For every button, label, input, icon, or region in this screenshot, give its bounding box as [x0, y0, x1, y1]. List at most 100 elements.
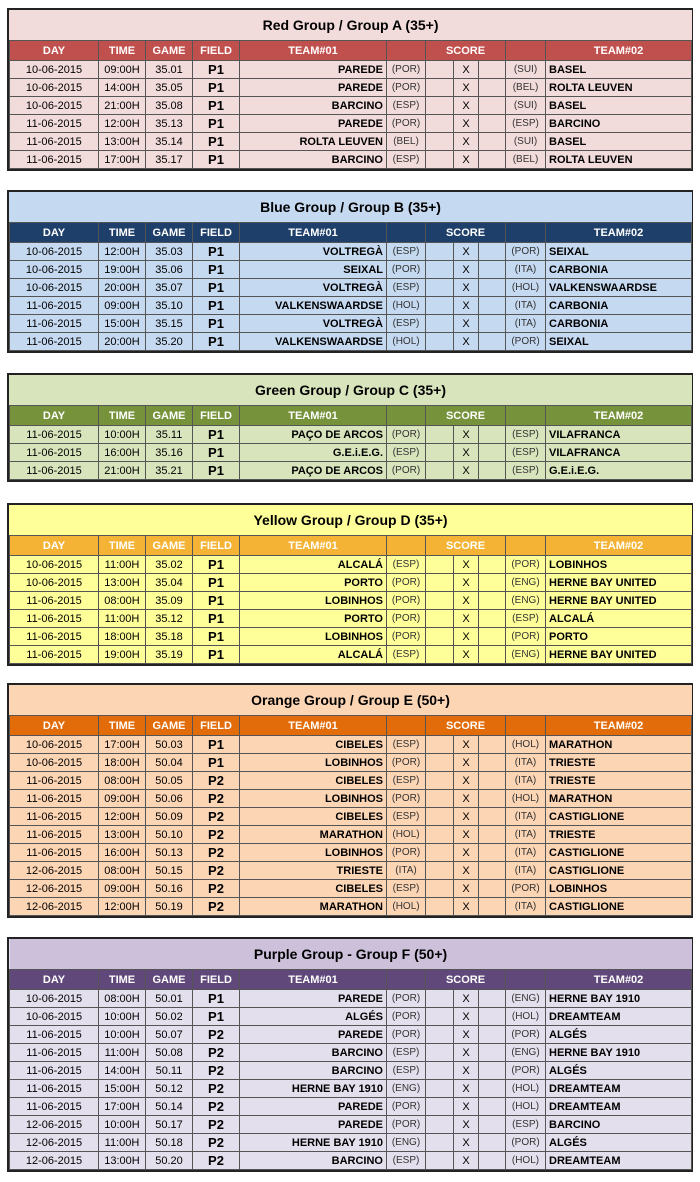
time: 09:00H — [98, 879, 146, 898]
game: 50.05 — [145, 771, 193, 790]
game: 35.19 — [145, 645, 193, 664]
team1-country: (POR) — [386, 753, 426, 772]
time: 13:00H — [98, 825, 146, 844]
score-separator: X — [453, 114, 479, 133]
score-away — [478, 132, 506, 151]
score-away — [478, 443, 506, 462]
team2: HERNE BAY 1910 — [544, 989, 693, 1008]
header-blank — [505, 715, 546, 736]
time: 11:00H — [98, 609, 146, 628]
header-blank — [386, 405, 426, 426]
score-home — [425, 989, 454, 1008]
score-away — [478, 861, 506, 880]
score-separator: X — [453, 1061, 479, 1080]
header-field: FIELD — [192, 715, 240, 736]
field: P2 — [192, 825, 240, 844]
header-field: FIELD — [192, 969, 240, 990]
table-row: 12-06-2015 08:00H 50.15 P2 TRIESTE (ITA) X (ITA… — [9, 861, 693, 880]
team2-country: (ITA) — [505, 753, 546, 772]
team1-country: (POR) — [386, 1007, 426, 1026]
field: P2 — [192, 789, 240, 808]
score-home — [425, 1025, 454, 1044]
field: P2 — [192, 1115, 240, 1134]
header-time: TIME — [98, 40, 146, 61]
team1: PAREDE — [239, 989, 387, 1008]
team1: PAÇO DE ARCOS — [239, 425, 387, 444]
table-row: 11-06-2015 08:00H 35.09 P1 LOBINHOS (POR) X (EN… — [9, 591, 693, 610]
game: 50.13 — [145, 843, 193, 862]
score-away — [478, 1133, 506, 1152]
table-row: 11-06-2015 17:00H 35.17 P1 BARCINO (ESP) X (BEL… — [9, 150, 693, 169]
header-team1: TEAM#01 — [239, 222, 387, 243]
score-home — [425, 1097, 454, 1116]
group-table: Yellow Group / Group D (35+) DAY TIME GAME F… — [7, 503, 693, 666]
team2: PORTO — [544, 627, 693, 646]
time: 21:00H — [98, 461, 146, 480]
field: P1 — [192, 150, 240, 169]
score-away — [478, 627, 506, 646]
day: 12-06-2015 — [9, 1115, 99, 1134]
score-separator: X — [453, 150, 479, 169]
game: 50.08 — [145, 1043, 193, 1062]
team1: HERNE BAY 1910 — [239, 1133, 387, 1152]
table-row: 11-06-2015 11:00H 50.08 P2 BARCINO (ESP) X (ENG… — [9, 1043, 693, 1062]
group-title: Red Group / Group A (35+) — [9, 10, 692, 41]
day: 11-06-2015 — [9, 114, 99, 133]
team1-country: (BEL) — [386, 132, 426, 151]
time: 11:00H — [98, 1043, 146, 1062]
team2: CARBONIA — [544, 296, 693, 315]
time: 15:00H — [98, 314, 146, 333]
table-row: 11-06-2015 15:00H 50.12 P2 HERNE BAY 1910 (EN… — [9, 1079, 693, 1098]
field: P1 — [192, 60, 240, 79]
team1: BARCINO — [239, 1151, 387, 1170]
header-score: SCORE — [425, 405, 506, 426]
team2-country: (POR) — [505, 879, 546, 898]
team2: VILAFRANCA — [545, 425, 692, 444]
score-away — [478, 573, 506, 592]
team2-country: (ESP) — [505, 1115, 546, 1134]
team1-country: (POR) — [386, 989, 426, 1008]
score-home — [425, 1115, 454, 1134]
field: P1 — [192, 461, 240, 480]
group-table: Red Group / Group A (35+) DAY TIME GAME FIEL… — [7, 8, 693, 171]
table-row: 10-06-2015 08:00H 50.01 P1 PAREDE (POR) X (ENG)… — [9, 989, 693, 1008]
field: P1 — [192, 332, 240, 351]
day: 12-06-2015 — [9, 897, 99, 916]
game: 35.04 — [145, 573, 193, 592]
day: 11-06-2015 — [9, 1043, 99, 1062]
team1-country: (ESP) — [386, 96, 426, 115]
day: 11-06-2015 — [9, 1025, 99, 1044]
score-separator: X — [453, 591, 479, 610]
header-blank — [505, 405, 546, 426]
team1-country: (ESP) — [386, 735, 426, 754]
score-home — [425, 555, 454, 574]
header-team1: TEAM#01 — [239, 535, 387, 556]
day: 12-06-2015 — [9, 879, 99, 898]
team1-country: (ENG) — [386, 1079, 426, 1098]
score-home — [425, 735, 454, 754]
game: 35.10 — [145, 296, 193, 315]
group-title: Blue Group / Group B (35+) — [9, 192, 692, 223]
score-away — [478, 314, 506, 333]
time: 10:00H — [98, 1007, 146, 1026]
team2-country: (ESP) — [505, 114, 546, 133]
score-separator: X — [453, 771, 479, 790]
team1-country: (POR) — [386, 573, 426, 592]
table-row: 11-06-2015 11:00H 35.12 P1 PORTO (POR) X (ESP) A… — [9, 609, 693, 628]
team2: DREAMTEAM — [544, 1151, 693, 1170]
team2: HERNE BAY UNITED — [544, 591, 693, 610]
time: 09:00H — [98, 789, 146, 808]
time: 18:00H — [98, 753, 146, 772]
game: 50.09 — [145, 807, 193, 826]
group-title: Purple Group - Group F (50+) — [9, 939, 692, 970]
header-time: TIME — [98, 535, 146, 556]
team1: CIBELES — [239, 771, 387, 790]
team2: SEIXAL — [544, 242, 693, 261]
team2-country: (POR) — [505, 332, 546, 351]
score-separator: X — [453, 78, 479, 97]
score-away — [478, 114, 506, 133]
score-separator: X — [453, 573, 479, 592]
team1: PORTO — [239, 609, 387, 628]
day: 11-06-2015 — [9, 843, 99, 862]
score-away — [478, 753, 506, 772]
